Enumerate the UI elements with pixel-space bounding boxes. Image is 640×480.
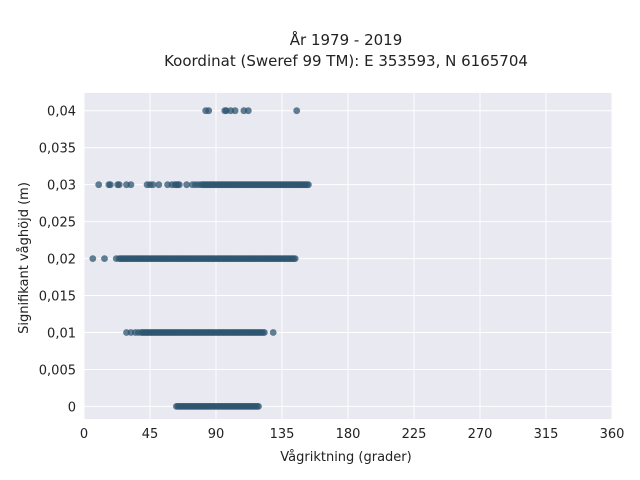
- scatter-point: [255, 403, 262, 410]
- y-tick-label: 0: [68, 400, 76, 415]
- x-tick-label: 270: [468, 427, 493, 442]
- x-axis-label: Vågriktning (grader): [280, 450, 411, 465]
- scatter-point: [205, 107, 213, 115]
- x-tick-labels: 0 45 90 135 180 225 270 315 360: [80, 427, 625, 442]
- y-tick-label: 0,035: [39, 142, 76, 157]
- y-tick-label: 0,01: [47, 327, 76, 342]
- scatter-point: [269, 329, 277, 336]
- y-tick-labels: 0 0,005 0,01 0,015 0,02 0,025 0,03 0,035 0,04: [39, 105, 76, 416]
- x-tick-label: 315: [534, 427, 559, 442]
- scatter-point: [231, 107, 239, 115]
- scatter-point: [175, 181, 183, 189]
- y-tick-label: 0,04: [47, 105, 76, 120]
- scatter-point: [95, 181, 103, 189]
- chart-title: År 1979 - 2019: [290, 30, 403, 49]
- scatter-point: [89, 255, 97, 262]
- scatter-point: [127, 181, 135, 189]
- grid-lines: [83, 93, 613, 419]
- x-tick-label: 360: [600, 427, 625, 442]
- scatter-point: [107, 181, 114, 189]
- scatter-point: [155, 181, 163, 189]
- x-tick-label: 135: [270, 427, 295, 442]
- x-tick-label: 90: [208, 427, 225, 442]
- x-tick-label: 0: [80, 427, 88, 442]
- scatter-point: [291, 255, 299, 262]
- y-tick-label: 0,005: [39, 363, 76, 378]
- scatter-point: [305, 181, 312, 189]
- x-tick-label: 180: [336, 427, 361, 442]
- scatter-point: [183, 181, 191, 189]
- y-tick-label: 0,025: [39, 216, 76, 231]
- scatter-point: [261, 329, 268, 336]
- chart-subtitle: Koordinat (Sweref 99 TM): E 353593, N 61…: [164, 52, 528, 70]
- x-tick-label: 45: [142, 427, 159, 442]
- scatter-point: [101, 255, 108, 262]
- data-points: [89, 107, 312, 410]
- y-tick-label: 0,02: [47, 253, 76, 268]
- scatter-point: [244, 107, 252, 115]
- x-tick-label: 225: [402, 427, 427, 442]
- y-axis-label: Signifikant våghöjd (m): [17, 182, 32, 334]
- y-tick-label: 0,015: [39, 290, 76, 305]
- scatter-point: [115, 181, 123, 189]
- scatter-point: [293, 107, 301, 115]
- y-tick-label: 0,03: [47, 179, 76, 194]
- scatter-point: [149, 181, 157, 189]
